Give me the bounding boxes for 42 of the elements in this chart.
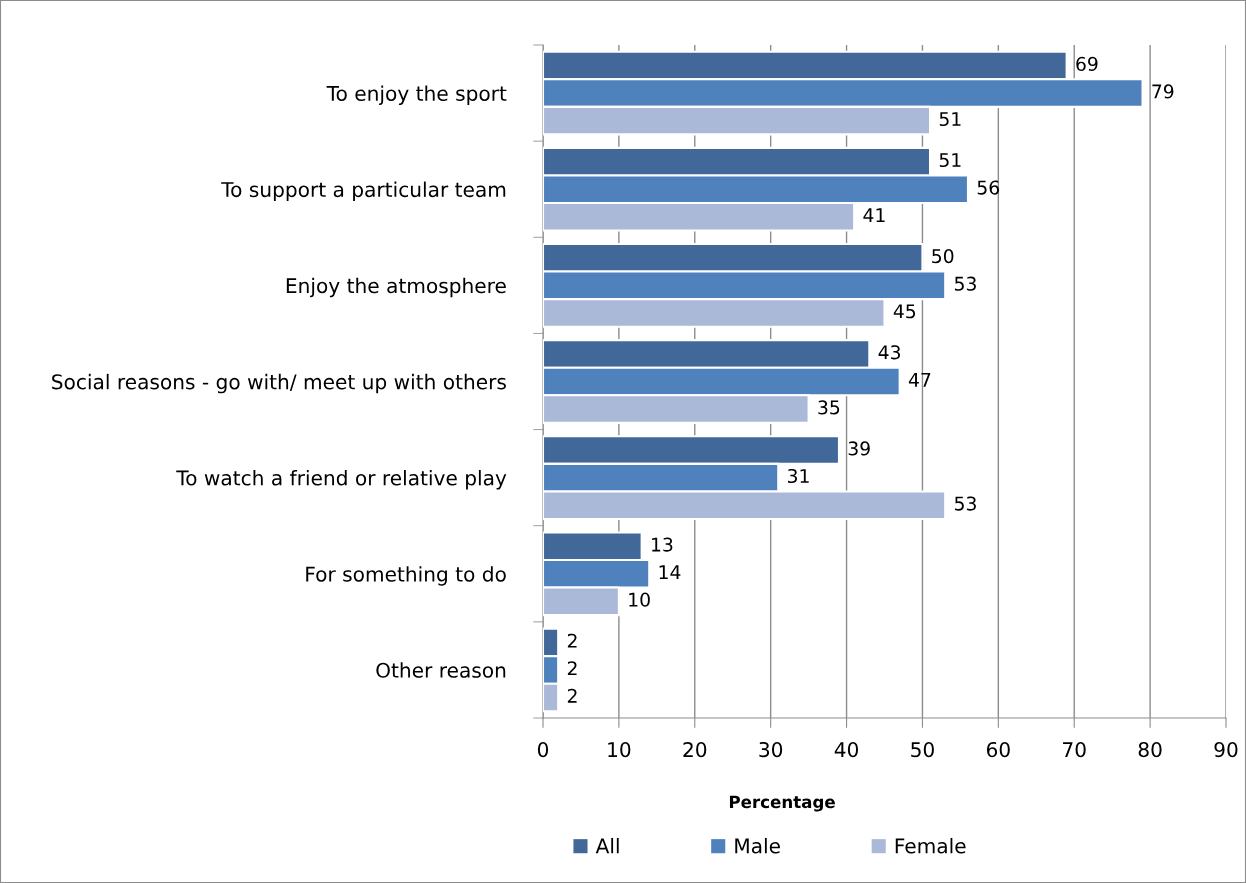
data-label: 2 (567, 688, 577, 703)
y-tick-label: To enjoy the sport (326, 85, 507, 105)
y-tick-label: Other reason (376, 662, 506, 678)
legend-label: Female (895, 837, 966, 854)
data-label: 13 (652, 537, 673, 552)
data-label: 53 (954, 276, 976, 291)
x-axis-title: Percentage (729, 795, 835, 812)
legend-label: All (595, 837, 619, 854)
data-label: 51 (939, 153, 961, 168)
x-tick-label: 50 (911, 741, 934, 758)
data-label: 39 (848, 441, 870, 456)
y-tick-label: To watch a friend or relative play (176, 469, 507, 490)
x-tick-label: 80 (1138, 741, 1162, 758)
data-label: 41 (863, 208, 885, 222)
x-tick-label: 0 (537, 741, 549, 758)
data-label: 14 (659, 565, 681, 579)
legend-label: Male (735, 837, 780, 854)
y-tick-label: Social reasons - go with/ meet up with others (52, 373, 506, 394)
x-tick-label: 40 (834, 741, 859, 758)
y-tick-label: Enjoy the atmosphere (286, 277, 506, 298)
x-tick-label: 30 (759, 741, 783, 758)
data-label: 10 (629, 592, 650, 607)
x-tick-label: 60 (986, 741, 1010, 758)
data-label: 43 (878, 345, 901, 360)
x-tick-label: 70 (1063, 741, 1086, 758)
data-label: 53 (954, 496, 976, 511)
y-tick-label: To support a particular team (221, 181, 506, 202)
data-label: 50 (932, 249, 954, 264)
x-tick-label: 10 (608, 741, 631, 758)
data-label: 79 (1152, 84, 1174, 99)
data-label: 56 (977, 180, 999, 195)
data-label: 2 (567, 661, 577, 676)
x-tick-label: 20 (683, 741, 707, 758)
data-label: 69 (1076, 56, 1098, 71)
data-label: 51 (939, 112, 961, 127)
x-tick-label: 90 (1214, 741, 1238, 758)
y-tick-label: For something to do (306, 566, 506, 586)
data-label: 31 (788, 468, 809, 484)
data-label: 2 (567, 633, 577, 648)
data-label: 45 (893, 304, 916, 319)
data-label: 35 (818, 400, 840, 415)
data-label: 47 (908, 373, 931, 387)
